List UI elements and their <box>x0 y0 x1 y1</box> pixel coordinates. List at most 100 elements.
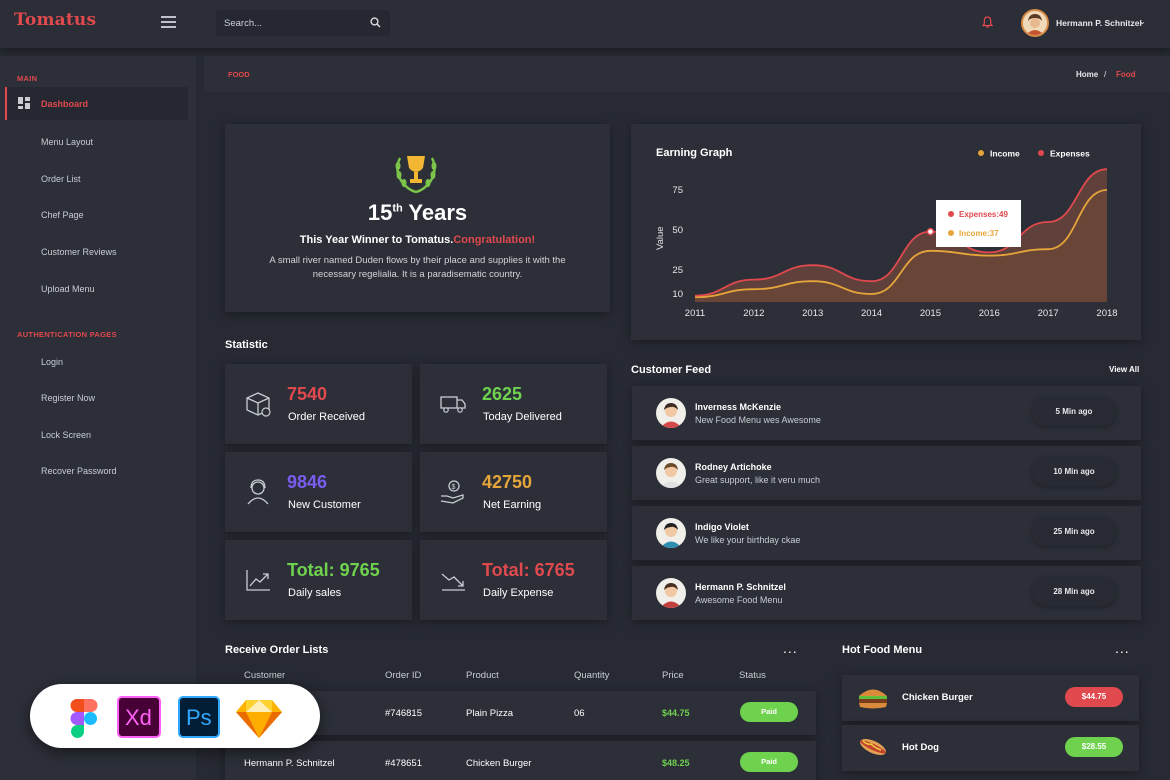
stat-label: Daily sales <box>288 587 342 599</box>
sidebar-item-register[interactable]: Register Now <box>41 393 96 403</box>
legend-dot <box>1038 150 1044 156</box>
order-list-heading: Receive Order Lists <box>225 644 329 656</box>
graph-tooltip: Expenses:49 Income:37 <box>936 200 1021 247</box>
stat-value: Total: 6765 <box>482 560 575 580</box>
photoshop-label: Ps <box>186 705 212 730</box>
earning-graph: Income Expenses 10 25 50 75 Value 2011 2012 201… <box>655 149 1118 320</box>
sidebar-item-dashboard[interactable]: Dashboard <box>41 99 89 109</box>
y-axis-label: Value <box>655 226 666 250</box>
photoshop-icon: Ps <box>178 696 220 738</box>
stat-label: New Customer <box>288 499 361 511</box>
menu-toggle-icon[interactable] <box>161 16 176 28</box>
statistic-heading: Statistic <box>225 339 268 351</box>
top-header <box>0 0 1170 48</box>
food-name: Chicken Burger <box>902 692 973 703</box>
customer-headset-icon <box>247 479 269 505</box>
customer-name: Hermann P. Schnitzel <box>695 582 786 592</box>
notification-bell-icon[interactable] <box>982 16 993 28</box>
stat-label: Order Received <box>288 411 366 423</box>
stat-card: $42750 Net Earning <box>420 452 607 532</box>
table-row[interactable]: Hermann P. Schnitzel #478651 Chicken Burge… <box>225 741 816 780</box>
breadcrumb-bar <box>204 56 1170 92</box>
view-all-link[interactable]: View All <box>1109 365 1140 374</box>
svg-text:$: $ <box>452 484 456 491</box>
user-avatar[interactable] <box>1021 9 1049 37</box>
feed-item[interactable]: Indigo Violet We like your birthday ckae 2… <box>632 506 1141 560</box>
stat-label: Net Earning <box>483 499 542 511</box>
x-tick-label: 2014 <box>861 308 882 319</box>
cell-product: Plain Pizza <box>466 708 513 719</box>
status-badge: Paid <box>740 752 798 772</box>
figma-icon <box>70 699 98 738</box>
y-tick-label: 50 <box>672 225 683 236</box>
stat-value: 2625 <box>482 384 523 404</box>
sidebar-item-lock-screen[interactable]: Lock Screen <box>41 430 92 440</box>
sidebar-item-menu-layout[interactable]: Menu Layout <box>41 137 94 147</box>
stat-value: 9846 <box>287 472 328 492</box>
winner-card <box>225 124 610 312</box>
x-tick-label: 2013 <box>802 308 823 319</box>
years-heading: 15th Years <box>367 200 468 225</box>
food-item[interactable]: Hot Dog $28.55 <box>842 725 1139 771</box>
customer-avatar <box>656 518 686 548</box>
sidebar-active-highlight <box>5 87 188 120</box>
sidebar-item-upload-menu[interactable]: Upload Menu <box>41 284 95 294</box>
search-input[interactable] <box>216 10 366 36</box>
more-options-icon[interactable]: ... <box>1115 640 1130 656</box>
feed-item[interactable]: Hermann P. Schnitzel Awesome Food Menu 28 … <box>632 566 1141 620</box>
cell-order-id: #746815 <box>385 708 422 719</box>
sketch-icon <box>236 700 282 738</box>
stat-value: 42750 <box>482 472 533 492</box>
customer-name: Inverness McKenzie <box>695 402 782 412</box>
status-badge: Paid <box>740 702 798 722</box>
dashboard-icon <box>18 97 30 109</box>
sidebar-item-chef-page[interactable]: Chef Page <box>41 210 84 220</box>
breadcrumb-home-link[interactable]: Home <box>1076 70 1099 79</box>
y-tick-label: 25 <box>672 265 683 276</box>
tooltip-expenses-dot <box>948 211 954 217</box>
cell-price: $48.25 <box>662 758 690 768</box>
graph-title: Earning Graph <box>656 147 733 159</box>
food-price: $44.75 <box>1065 687 1123 707</box>
breadcrumb-current: Food <box>1116 70 1136 79</box>
col-customer: Customer <box>244 670 286 681</box>
feed-time: 25 Min ago <box>1032 518 1116 546</box>
x-tick-label: 2018 <box>1096 308 1117 319</box>
x-tick-label: 2016 <box>979 308 1000 319</box>
user-name[interactable]: Hermann P. Schnitzel <box>1056 18 1142 28</box>
food-name: Hot Dog <box>902 742 939 753</box>
sidebar-section-auth: AUTHENTICATION PAGES <box>17 330 117 339</box>
sidebar-item-login[interactable]: Login <box>41 357 64 367</box>
customer-message: We like your birthday ckae <box>695 535 801 545</box>
search-icon[interactable] <box>370 17 381 28</box>
food-item[interactable]: Chicken Burger $44.75 <box>842 675 1139 721</box>
x-tick-label: 2015 <box>920 308 941 319</box>
stat-label: Today Delivered <box>483 411 562 423</box>
sidebar-item-customer-reviews[interactable]: Customer Reviews <box>41 247 117 257</box>
stat-card: Total: 9765 Daily sales <box>225 540 412 620</box>
page-title: FOOD <box>228 70 250 79</box>
sidebar-item-recover-password[interactable]: Recover Password <box>41 466 117 476</box>
winner-description: A small river named Duden flows by their… <box>269 255 566 280</box>
search-box <box>216 10 390 36</box>
chevron-down-icon[interactable]: ⌄ <box>1139 17 1146 26</box>
app-logo[interactable]: Tomatus <box>14 10 97 30</box>
feed-item[interactable]: Inverness McKenzie New Food Menu wes Awes… <box>632 386 1141 440</box>
expenses-point-2015 <box>926 227 935 236</box>
customer-message: Great support, like it veru much <box>695 475 821 485</box>
sidebar-item-order-list[interactable]: Order List <box>41 174 81 184</box>
stat-card: 2625 Today Delivered <box>420 364 607 444</box>
burger-icon <box>859 689 887 709</box>
col-price: Price <box>662 670 684 681</box>
money-hand-icon: $ <box>440 480 464 504</box>
customer-message: New Food Menu wes Awesome <box>695 415 821 425</box>
feed-item[interactable]: Rodney Artichoke Great support, like it v… <box>632 446 1141 500</box>
col-status: Status <box>739 670 766 681</box>
more-options-icon[interactable]: ... <box>783 640 798 656</box>
food-price: $28.55 <box>1065 737 1123 757</box>
cell-order-id: #478651 <box>385 758 422 769</box>
cell-quantity: 06 <box>574 708 585 719</box>
stat-card: Total: 6765 Daily Expense <box>420 540 607 620</box>
cell-price: $44.75 <box>662 708 690 718</box>
